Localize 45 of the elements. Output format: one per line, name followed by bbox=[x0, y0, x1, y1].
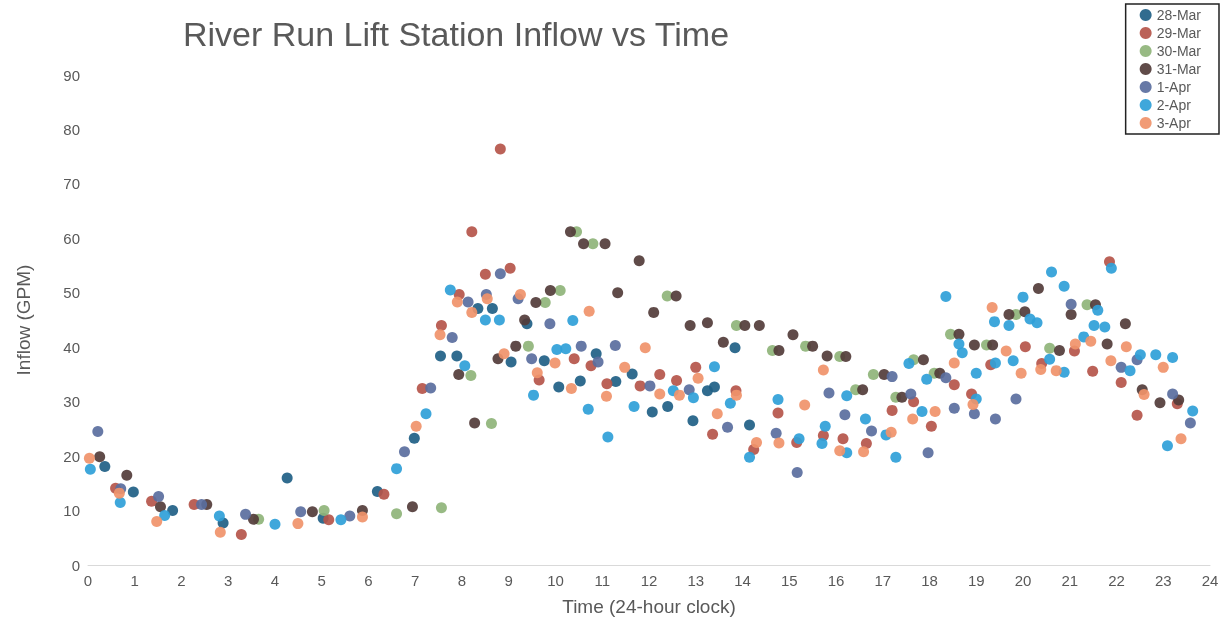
y-tick-label: 70 bbox=[63, 175, 80, 193]
y-tick-label: 60 bbox=[63, 229, 80, 247]
y-axis-title: Inflow (GPM) bbox=[13, 264, 34, 376]
x-tick-label: 21 bbox=[1061, 572, 1079, 589]
x-tick-label: 15 bbox=[780, 572, 798, 589]
y-tick-label: 50 bbox=[63, 284, 80, 302]
x-tick-label: 20 bbox=[1014, 572, 1032, 589]
chart-title: River Run Lift Station Inflow vs Time bbox=[183, 15, 730, 53]
x-tick-label: 7 bbox=[411, 572, 420, 589]
x-tick-label: 23 bbox=[1154, 572, 1172, 589]
x-axis-title: Time (24-hour clock) bbox=[562, 596, 736, 617]
legend-label: 3-Apr bbox=[1156, 115, 1192, 131]
y-tick-label: 90 bbox=[63, 66, 80, 84]
legend-label: 2-Apr bbox=[1156, 97, 1192, 113]
y-tick-label: 40 bbox=[63, 338, 80, 356]
x-tick-label: 2 bbox=[177, 572, 186, 589]
x-tick-label: 22 bbox=[1108, 572, 1125, 589]
y-tick-label: 30 bbox=[63, 393, 80, 411]
x-tick-label: 11 bbox=[594, 572, 611, 589]
x-tick-label: 18 bbox=[921, 572, 938, 589]
x-tick-label: 24 bbox=[1201, 572, 1219, 589]
y-tick-label: 0 bbox=[71, 556, 80, 574]
legend-label: 29-Mar bbox=[1156, 25, 1202, 41]
x-tick-label: 8 bbox=[457, 572, 467, 589]
x-tick-label: 5 bbox=[317, 572, 326, 589]
x-tick-label: 12 bbox=[640, 572, 658, 589]
x-tick-label: 10 bbox=[547, 572, 564, 589]
y-tick-label: 80 bbox=[63, 120, 80, 138]
legend-label: 31-Mar bbox=[1156, 61, 1202, 77]
x-tick-label: 13 bbox=[687, 572, 705, 589]
x-tick-label: 4 bbox=[270, 572, 280, 589]
x-tick-label: 3 bbox=[224, 572, 233, 589]
x-tick-label: 1 bbox=[130, 572, 139, 589]
x-tick-label: 19 bbox=[967, 572, 985, 589]
x-tick-label: 0 bbox=[83, 572, 93, 589]
y-tick-label: 10 bbox=[63, 502, 80, 520]
x-tick-label: 6 bbox=[364, 572, 373, 589]
x-tick-label: 17 bbox=[874, 572, 892, 589]
legend-label: 28-Mar bbox=[1156, 7, 1202, 23]
x-tick-label: 16 bbox=[827, 572, 845, 589]
y-tick-label: 20 bbox=[63, 447, 80, 465]
x-tick-label: 14 bbox=[734, 572, 751, 589]
x-tick-label: 9 bbox=[504, 572, 513, 589]
legend-label: 1-Apr bbox=[1156, 79, 1192, 95]
legend-label: 30-Mar bbox=[1156, 43, 1202, 59]
